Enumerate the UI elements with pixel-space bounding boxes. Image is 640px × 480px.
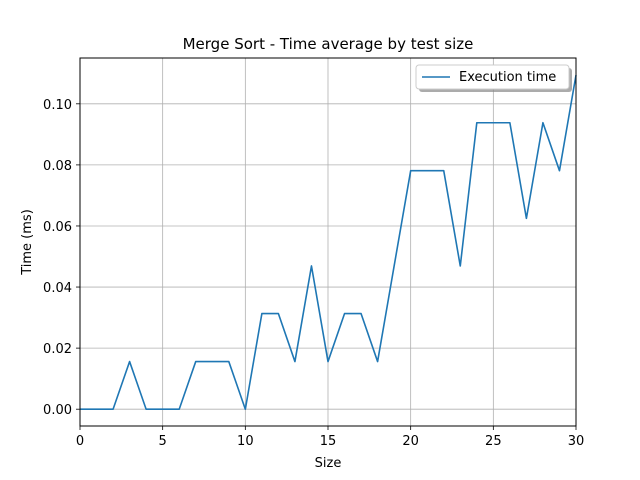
- x-tick-label: 10: [237, 434, 254, 449]
- y-tick-label: 0.10: [43, 98, 72, 113]
- legend-series-label: Execution time: [459, 70, 556, 85]
- y-tick-label: 0.04: [43, 281, 72, 296]
- y-tick-label: 0.00: [43, 403, 72, 418]
- legend-box: [415, 64, 570, 90]
- plot-series: [80, 74, 577, 411]
- y-axis-label: Time (ms): [20, 209, 35, 276]
- x-tick-label: 5: [159, 434, 167, 449]
- x-tick-label: 15: [320, 434, 337, 449]
- y-axis-ticks: 0.00 0.02 0.04 0.06 0.08 0.10: [43, 98, 80, 418]
- y-tick-label: 0.08: [43, 159, 72, 174]
- x-tick-label: 30: [568, 434, 585, 449]
- x-tick-label: 20: [402, 434, 419, 449]
- y-tick-label: 0.02: [43, 342, 72, 357]
- x-axis-label: Size: [315, 456, 342, 471]
- x-tick-label: 25: [485, 434, 502, 449]
- y-tick-label: 0.06: [43, 220, 72, 235]
- legend: Execution time: [415, 64, 572, 92]
- chart-title: Merge Sort - Time average by test size: [183, 35, 474, 53]
- x-tick-label: 0: [76, 434, 84, 449]
- x-axis-ticks: 0 5 10 15 20 25 30: [76, 426, 584, 449]
- series-line-execution-time: [80, 74, 577, 411]
